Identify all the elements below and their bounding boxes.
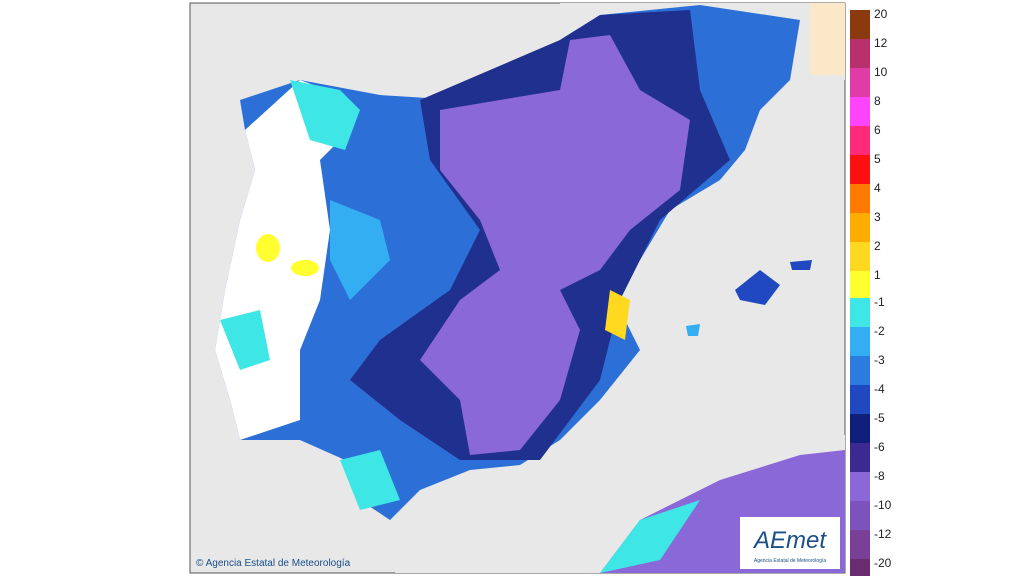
- ibiza: [686, 324, 700, 336]
- yellow-coast: [605, 290, 630, 340]
- legend-swatch: [850, 184, 870, 213]
- legend-swatch: [850, 501, 870, 530]
- cyan-area: [220, 310, 270, 370]
- legend-label: -10: [874, 498, 892, 512]
- cyan-area: [340, 450, 400, 510]
- legend-swatch: [850, 271, 870, 300]
- legend-swatch: [850, 530, 870, 559]
- legend-swatch: [850, 242, 870, 271]
- legend-label: -4: [874, 382, 885, 396]
- legend-swatch: [850, 327, 870, 356]
- copyright: © Agencia Estatal de Meteorología: [196, 558, 351, 569]
- legend-label: 8: [874, 94, 881, 108]
- legend-swatch: [850, 356, 870, 385]
- legend-swatch: [850, 126, 870, 155]
- cyan-area: [290, 80, 360, 150]
- legend-label: 4: [874, 181, 881, 195]
- logo-box: [740, 517, 840, 569]
- coldest-area: [420, 35, 690, 455]
- legend-swatch: [850, 97, 870, 126]
- legend-label: -5: [874, 411, 885, 425]
- legend-label: 10: [874, 65, 888, 79]
- legend-swatch: [850, 155, 870, 184]
- legend-label: 1: [874, 268, 881, 282]
- map: [215, 3, 845, 573]
- legend-swatch: [850, 385, 870, 414]
- legend-swatch: [850, 39, 870, 68]
- legend-label: -20: [874, 556, 892, 570]
- legend-label: -3: [874, 353, 885, 367]
- logo-title: AEmet: [752, 527, 827, 554]
- legend-label: 2: [874, 239, 881, 253]
- legend-swatch: [850, 472, 870, 501]
- legend-swatch: [850, 10, 870, 39]
- legend-label: 5: [874, 152, 881, 166]
- legend-label: -2: [874, 324, 885, 338]
- menorca: [790, 260, 812, 270]
- blue-area: [330, 200, 390, 300]
- colorbar: 20 12 10 8 6 5 4 3 2 1 -1 -2 -3 -4 -5 -6 -8 -10 -12 -20: [850, 7, 892, 581]
- legend-swatch: [850, 68, 870, 97]
- legend-swatch: [850, 443, 870, 472]
- legend-label: -12: [874, 527, 892, 541]
- mallorca: [735, 270, 780, 305]
- legend-label: 3: [874, 210, 881, 224]
- legend-swatch: [850, 213, 870, 242]
- legend-label: 12: [874, 36, 888, 50]
- yellow-spot: [291, 260, 319, 276]
- legend-swatch: [850, 298, 870, 327]
- logo-subtitle: Agencia Estatal de Meteorología: [754, 558, 826, 564]
- legend-swatch: [850, 414, 870, 443]
- legend-label: -8: [874, 469, 885, 483]
- legend-label: 6: [874, 123, 881, 137]
- africa-cyan: [600, 500, 700, 573]
- land-corner: [810, 3, 845, 75]
- legend-label: -6: [874, 440, 885, 454]
- legend-label: -1: [874, 295, 885, 309]
- legend-swatch: [850, 559, 870, 581]
- yellow-spot: [256, 234, 280, 262]
- legend-label: 20: [874, 7, 888, 21]
